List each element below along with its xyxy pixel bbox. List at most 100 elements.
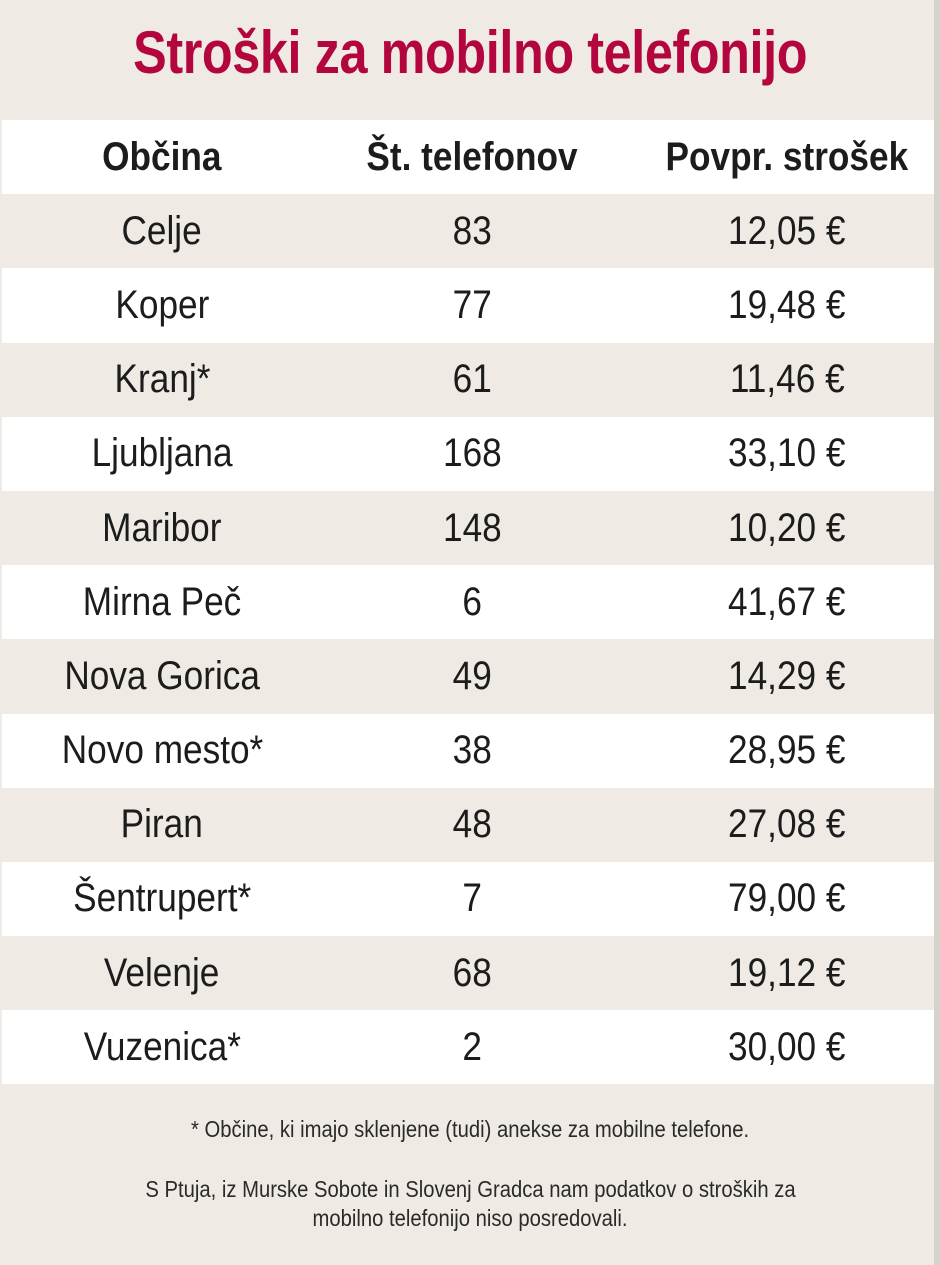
note-line-1: S Ptuja, iz Murske Sobote in Slovenj Gra… [0,1176,940,1203]
cell-value: 79,00 € [728,876,846,921]
cell-st-telefonov: 38 [352,714,592,788]
cell-value: Ljubljana [91,431,233,476]
cell-value: Kranj* [114,357,210,402]
footnote-text: * Občine, ki imajo sklenjene (tudi) anek… [190,1116,750,1142]
cell-st-telefonov: 148 [352,491,592,565]
cell-value: 33,10 € [728,431,846,476]
cell-value: 14,29 € [728,653,846,698]
cell-value: 30,00 € [728,1024,846,1069]
header-label: Povpr. strošek [665,134,909,179]
cell-povpr-strosek: 11,46 € [667,343,907,417]
cell-value: 11,46 € [729,357,845,402]
cell-value: 28,95 € [728,728,846,773]
cell-obcina: Celje [42,194,282,268]
cell-value: 19,48 € [728,282,846,327]
cell-value: Piran [120,802,204,847]
note-line-2: mobilno telefonijo niso posredovali. [0,1205,940,1232]
cell-obcina: Koper [42,268,282,342]
table-row: Novo mesto* 38 28,95 € [2,713,934,788]
cell-value: 27,08 € [728,802,846,847]
cell-value: Mirna Peč [82,579,242,624]
table-row: Šentrupert* 7 79,00 € [2,861,934,937]
header-st-telefonov: Št. telefonov [352,120,592,194]
header-povpr-strosek: Povpr. strošek [665,120,909,194]
cell-obcina: Šentrupert* [42,862,282,936]
cell-value: 148 [442,505,502,550]
cell-obcina: Nova Gorica [42,639,282,713]
cell-st-telefonov: 6 [352,565,592,639]
cell-value: 19,12 € [728,950,846,995]
table-row: Nova Gorica 49 14,29 € [2,639,934,714]
cell-obcina: Velenje [42,936,282,1010]
cell-value: 7 [462,876,482,921]
cell-value: 68 [452,950,492,995]
cell-value: 12,05 € [728,208,846,253]
cell-value: 2 [462,1024,482,1069]
cell-obcina: Mirna Peč [42,565,282,639]
cell-st-telefonov: 7 [352,862,592,936]
table-row: Celje 83 12,05 € [2,194,934,269]
cell-value: Maribor [102,505,222,550]
cell-value: 168 [442,431,502,476]
cell-povpr-strosek: 12,05 € [667,194,907,268]
table-row: Ljubljana 168 33,10 € [2,416,934,491]
cell-st-telefonov: 61 [352,343,592,417]
cell-obcina: Ljubljana [42,417,282,491]
cell-st-telefonov: 83 [352,194,592,268]
table-header-row: Občina Št. telefonov Povpr. strošek [2,120,934,195]
cell-st-telefonov: 77 [352,268,592,342]
cell-value: 61 [452,357,492,402]
cell-st-telefonov: 68 [352,936,592,1010]
cell-povpr-strosek: 14,29 € [667,639,907,713]
cell-povpr-strosek: 28,95 € [667,714,907,788]
table-row: Maribor 148 10,20 € [2,490,934,566]
table-row: Velenje 68 19,12 € [2,936,934,1011]
cell-obcina: Vuzenica* [42,1010,282,1084]
cell-povpr-strosek: 41,67 € [667,565,907,639]
data-table: Občina Št. telefonov Povpr. strošek Celj… [2,120,934,1085]
right-edge-border [934,0,940,1265]
cell-value: 38 [452,728,492,773]
note-text: mobilno telefonijo niso posredovali. [312,1205,628,1231]
cell-value: 6 [462,579,482,624]
cell-povpr-strosek: 33,10 € [667,417,907,491]
cell-obcina: Novo mesto* [42,714,282,788]
cell-value: Velenje [104,950,220,995]
cell-value: 49 [452,653,492,698]
title-text: Stroški za mobilno telefonijo [133,19,807,86]
table-row: Kranj* 61 11,46 € [2,342,934,417]
cell-value: Nova Gorica [64,653,260,698]
table-row: Mirna Peč 6 41,67 € [2,565,934,640]
header-label: Št. telefonov [366,134,578,179]
table-row: Vuzenica* 2 30,00 € [2,1010,934,1085]
cell-povpr-strosek: 19,12 € [667,936,907,1010]
cell-value: Celje [121,208,203,253]
cell-value: Šentrupert* [72,876,252,921]
table-row: Koper 77 19,48 € [2,268,934,343]
cell-value: 10,20 € [728,505,846,550]
cell-value: 41,67 € [728,579,846,624]
cell-obcina: Kranj* [42,343,282,417]
cell-povpr-strosek: 10,20 € [667,491,907,565]
cell-value: Vuzenica* [83,1024,241,1069]
cell-povpr-strosek: 30,00 € [667,1010,907,1084]
cell-value: 77 [452,282,492,327]
cell-value: Novo mesto* [61,728,263,773]
cell-st-telefonov: 2 [352,1010,592,1084]
footnote: * Občine, ki imajo sklenjene (tudi) anek… [0,1116,940,1143]
cell-st-telefonov: 48 [352,788,592,862]
note-text: S Ptuja, iz Murske Sobote in Slovenj Gra… [144,1176,796,1202]
cell-povpr-strosek: 27,08 € [667,788,907,862]
cell-value: Koper [115,282,209,327]
cell-obcina: Maribor [42,491,282,565]
header-label: Občina [102,134,222,179]
cell-value: 48 [452,802,492,847]
cell-value: 83 [452,208,492,253]
cell-st-telefonov: 168 [352,417,592,491]
chart-title: Stroški za mobilno telefonijo [0,18,940,87]
cell-obcina: Piran [42,788,282,862]
header-obcina: Občina [42,120,282,194]
cell-st-telefonov: 49 [352,639,592,713]
cell-povpr-strosek: 79,00 € [667,862,907,936]
table-row: Piran 48 27,08 € [2,787,934,862]
